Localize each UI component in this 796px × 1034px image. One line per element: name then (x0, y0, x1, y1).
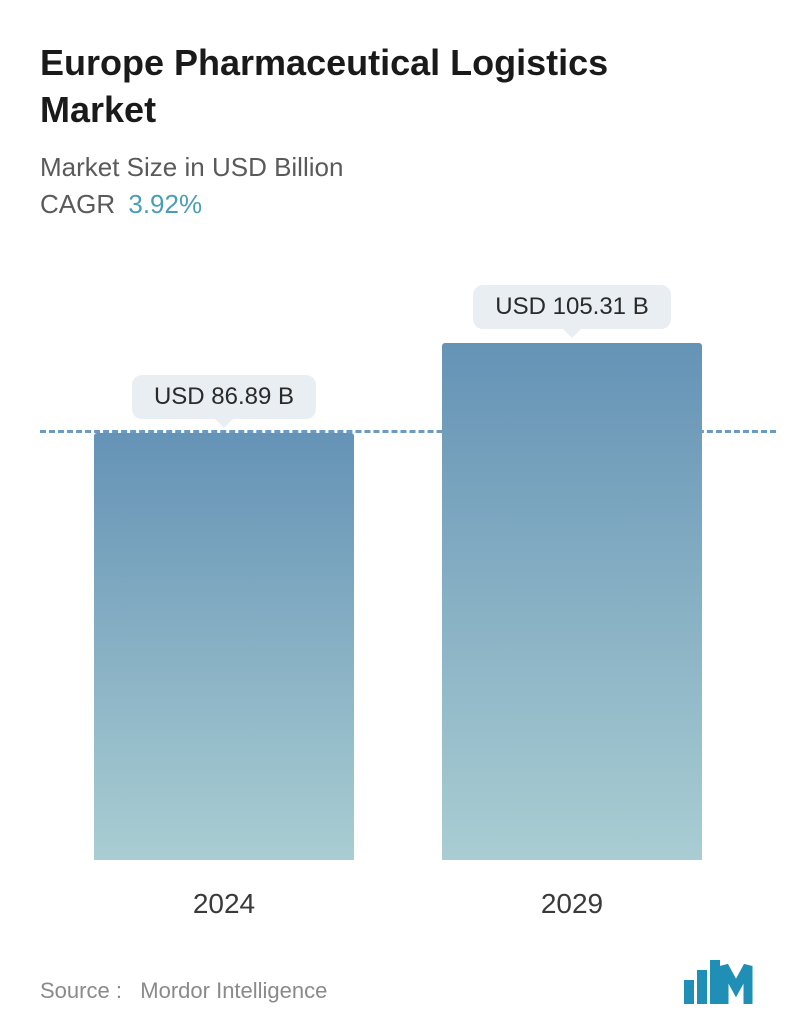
chart-area: USD 86.89 B USD 105.31 B 2024 2029 (60, 260, 736, 920)
cagr-value: 3.92% (128, 189, 202, 219)
bar-1 (442, 343, 702, 860)
chart-title: Europe Pharmaceutical Logistics Market (40, 40, 680, 134)
source-text: Source : Mordor Intelligence (40, 978, 327, 1004)
bars-wrap: USD 86.89 B USD 105.31 B (60, 285, 736, 860)
cagr-label: CAGR (40, 189, 115, 219)
bar-group-0: USD 86.89 B (94, 375, 354, 860)
value-pill-0: USD 86.89 B (132, 375, 316, 419)
source-label: Source : (40, 978, 122, 1003)
footer: Source : Mordor Intelligence (40, 960, 756, 1004)
bar-0 (94, 433, 354, 860)
infographic-container: Europe Pharmaceutical Logistics Market M… (0, 0, 796, 1034)
x-axis-labels: 2024 2029 (60, 888, 736, 920)
value-pill-1: USD 105.31 B (473, 285, 670, 329)
x-label-1: 2029 (442, 888, 702, 920)
logo-icon (684, 960, 756, 1004)
bar-group-1: USD 105.31 B (442, 285, 702, 860)
cagr-row: CAGR 3.92% (40, 189, 756, 220)
chart-subtitle: Market Size in USD Billion (40, 152, 756, 183)
source-name: Mordor Intelligence (140, 978, 327, 1003)
brand-logo (684, 960, 756, 1004)
x-label-0: 2024 (94, 888, 354, 920)
